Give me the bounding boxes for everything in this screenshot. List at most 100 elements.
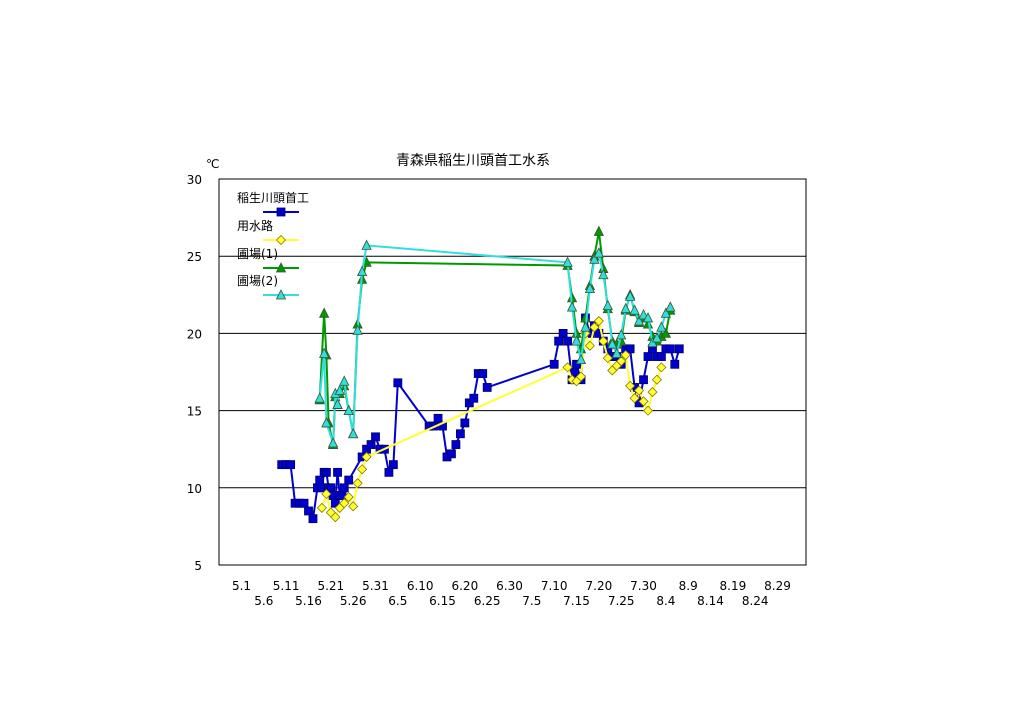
x-tick-label: 5.6 bbox=[254, 594, 273, 608]
y-tick-label: 5 bbox=[194, 559, 202, 573]
data-point bbox=[361, 451, 372, 462]
legend-label: 圃場(2) bbox=[237, 274, 278, 288]
x-tick-label: 8.4 bbox=[656, 594, 675, 608]
data-point bbox=[339, 483, 349, 493]
data-point bbox=[572, 359, 581, 369]
data-point bbox=[299, 498, 309, 508]
data-point bbox=[339, 498, 350, 509]
data-point bbox=[482, 383, 492, 392]
legend-marker bbox=[275, 262, 287, 273]
data-point bbox=[616, 356, 627, 367]
data-point bbox=[638, 396, 649, 407]
data-point bbox=[343, 491, 354, 503]
data-point bbox=[643, 352, 653, 361]
data-point bbox=[343, 404, 354, 416]
data-point bbox=[327, 437, 339, 448]
series-2 bbox=[316, 315, 667, 523]
legend-label: 用水路 bbox=[237, 218, 273, 233]
gridlines bbox=[219, 255, 806, 489]
x-tick-label: 6.20 bbox=[451, 579, 478, 593]
data-point bbox=[549, 359, 559, 369]
x-tick-label: 5.26 bbox=[340, 594, 367, 608]
data-point bbox=[321, 417, 332, 428]
data-point bbox=[451, 440, 461, 449]
x-tick-label: 6.25 bbox=[474, 594, 501, 608]
data-point bbox=[651, 374, 662, 385]
data-point bbox=[593, 225, 605, 236]
data-point bbox=[629, 393, 640, 404]
data-point bbox=[304, 506, 313, 516]
x-tick-label: 7.25 bbox=[608, 594, 635, 608]
data-point bbox=[593, 247, 605, 258]
data-point bbox=[674, 344, 684, 354]
legend-marker bbox=[275, 289, 287, 300]
data-point bbox=[337, 491, 347, 500]
data-point bbox=[562, 256, 573, 267]
data-point bbox=[616, 329, 627, 340]
data-point bbox=[598, 336, 609, 347]
legend-marker bbox=[276, 207, 286, 217]
x-tick-label: 6.10 bbox=[407, 579, 434, 593]
data-point bbox=[593, 315, 604, 327]
data-point bbox=[469, 393, 479, 403]
data-point bbox=[584, 340, 595, 351]
data-point bbox=[656, 352, 666, 361]
data-point bbox=[352, 324, 363, 335]
data-point bbox=[665, 301, 676, 312]
x-tick-label: 5.16 bbox=[295, 594, 322, 608]
data-point bbox=[575, 353, 587, 365]
data-point bbox=[562, 362, 573, 373]
data-point bbox=[344, 475, 354, 485]
data-point bbox=[348, 501, 359, 512]
x-tick-label: 7.30 bbox=[630, 579, 657, 593]
data-point bbox=[316, 502, 327, 513]
data-point bbox=[388, 460, 398, 470]
data-point bbox=[314, 392, 325, 403]
x-tick-label: 8.19 bbox=[720, 579, 747, 593]
x-tick-label: 6.30 bbox=[496, 579, 523, 593]
data-point bbox=[371, 432, 380, 442]
y-tick-label: 10 bbox=[187, 482, 202, 496]
data-point bbox=[460, 418, 470, 428]
data-point bbox=[625, 344, 635, 354]
data-point bbox=[629, 304, 640, 315]
data-point bbox=[660, 327, 672, 338]
data-point bbox=[558, 328, 568, 338]
data-point bbox=[315, 475, 325, 485]
data-point bbox=[642, 312, 654, 323]
x-tick-label: 8.29 bbox=[764, 579, 791, 593]
data-point bbox=[569, 367, 579, 377]
data-point bbox=[620, 349, 631, 361]
y-tick-label: 25 bbox=[187, 250, 202, 264]
data-point bbox=[455, 429, 465, 439]
data-point bbox=[594, 328, 604, 338]
data-point bbox=[589, 253, 600, 264]
data-point bbox=[286, 460, 296, 470]
data-point bbox=[670, 359, 680, 369]
data-point bbox=[584, 282, 596, 294]
data-point bbox=[598, 268, 609, 280]
data-point bbox=[656, 362, 667, 373]
legend-marker bbox=[275, 234, 287, 246]
data-point bbox=[464, 398, 474, 408]
data-point bbox=[333, 467, 342, 477]
data-point bbox=[332, 398, 343, 409]
data-point bbox=[321, 467, 331, 477]
x-axis-ticks: 5.1 5.11 5.21 5.31 6.10 6.20 6.30 7.10 7.20 7.30 8… bbox=[232, 579, 791, 608]
data-point bbox=[611, 347, 622, 358]
series-layer bbox=[277, 225, 684, 524]
data-point bbox=[384, 467, 394, 477]
y-axis-ticks: 5 10 15 20 25 30 bbox=[187, 173, 202, 573]
data-point bbox=[348, 427, 359, 439]
data-point bbox=[554, 336, 564, 346]
data-point bbox=[361, 239, 372, 250]
x-tick-label: 7.5 bbox=[522, 594, 541, 608]
data-point bbox=[447, 449, 456, 459]
data-point bbox=[308, 514, 318, 524]
data-point bbox=[602, 353, 613, 364]
data-point bbox=[393, 378, 403, 388]
y-tick-label: 20 bbox=[187, 327, 202, 341]
x-tick-label: 7.20 bbox=[586, 579, 613, 593]
